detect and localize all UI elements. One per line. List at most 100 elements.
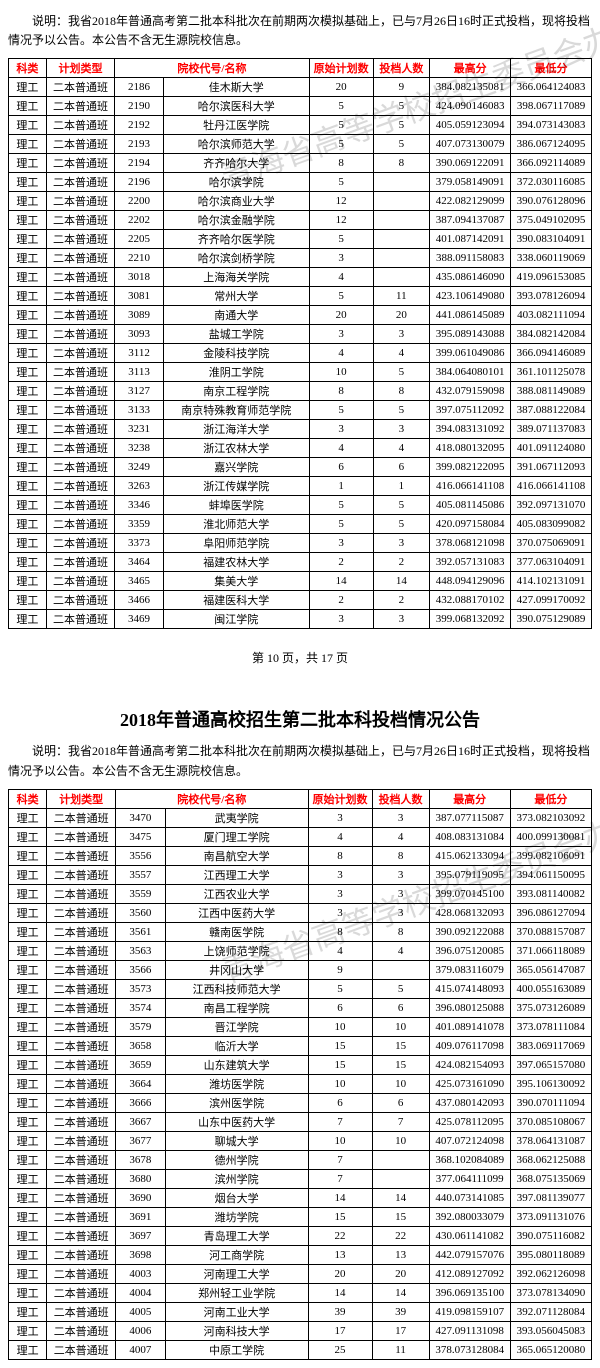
cell-plan: 二本普通班	[46, 420, 114, 439]
cell-plan: 二本普通班	[47, 941, 116, 960]
cell-subject: 理工	[9, 268, 47, 287]
cell-high: 368.102084089	[429, 1150, 510, 1169]
cell-code: 3664	[116, 1074, 166, 1093]
cell-subject: 理工	[9, 458, 47, 477]
table-row: 理工二本普通班2192牡丹江医学院55405.059123094394.0731…	[9, 116, 592, 135]
cell-orig: 8	[309, 382, 373, 401]
cell-code: 3691	[116, 1207, 166, 1226]
cell-plan: 二本普通班	[46, 344, 114, 363]
cell-high: 415.074148093	[429, 979, 510, 998]
cell-plan: 二本普通班	[46, 363, 114, 382]
cell-cast	[373, 211, 430, 230]
cell-subject: 理工	[9, 1264, 47, 1283]
table-row: 理工二本普通班3466福建医科大学22432.088170102427.0991…	[9, 591, 592, 610]
cell-high: 428.068132093	[429, 903, 510, 922]
cell-subject: 理工	[9, 998, 47, 1017]
cell-low: 392.097131070	[511, 496, 592, 515]
cell-high: 401.089141078	[429, 1017, 510, 1036]
cell-plan: 二本普通班	[46, 249, 114, 268]
cell-low: 386.067124095	[511, 135, 592, 154]
cell-subject: 理工	[9, 903, 47, 922]
cell-code: 2190	[115, 97, 164, 116]
cell-subject: 理工	[9, 382, 47, 401]
table-row: 理工二本普通班3579晋江学院1010401.089141078373.0781…	[9, 1017, 592, 1036]
cell-low: 388.081149089	[511, 382, 592, 401]
cell-cast: 3	[372, 884, 429, 903]
cell-code: 3127	[115, 382, 164, 401]
cell-low: 366.092114089	[511, 154, 592, 173]
cell-cast: 9	[373, 78, 430, 97]
cell-code: 3346	[115, 496, 164, 515]
cell-subject: 理工	[9, 249, 47, 268]
cell-orig: 4	[308, 827, 372, 846]
cell-cast: 11	[373, 287, 430, 306]
cell-low: 375.073126089	[510, 998, 591, 1017]
cell-low: 370.085108067	[510, 1112, 591, 1131]
cell-name: 南昌工程学院	[165, 998, 308, 1017]
cell-subject: 理工	[9, 173, 47, 192]
pager: 第 10 页，共 17 页	[8, 649, 592, 666]
table-row: 理工二本普通班4007中原工学院2511378.073128084365.065…	[9, 1340, 592, 1359]
cell-high: 441.086145089	[430, 306, 511, 325]
cell-high: 440.073141085	[429, 1188, 510, 1207]
header-row: 科类 计划类型 院校代号/名称 原始计划数 投档人数 最高分 最低分	[9, 59, 592, 78]
table-row: 理工二本普通班3373阜阳师范学院33378.068121098370.0750…	[9, 534, 592, 553]
th-subject: 科类	[9, 59, 47, 78]
table-row: 理工二本普通班4005河南工业大学3939419.098159107392.07…	[9, 1302, 592, 1321]
cell-plan: 二本普通班	[47, 1036, 116, 1055]
cell-high: 377.064111099	[429, 1169, 510, 1188]
cell-orig: 12	[309, 211, 373, 230]
cell-cast: 5	[373, 97, 430, 116]
cell-code: 2205	[115, 230, 164, 249]
cell-orig: 22	[308, 1226, 372, 1245]
cell-low: 390.076128096	[511, 192, 592, 211]
table-row: 理工二本普通班3018上海海关学院4435.086146090419.09615…	[9, 268, 592, 287]
cell-subject: 理工	[9, 553, 47, 572]
cell-name: 南昌航空大学	[165, 846, 308, 865]
cell-orig: 3	[308, 903, 372, 922]
cell-high: 394.083131092	[430, 420, 511, 439]
cell-low: 392.062126098	[510, 1264, 591, 1283]
cell-cast: 10	[372, 1017, 429, 1036]
page-title: 2018年普通高校招生第二批本科投档情况公告	[8, 706, 592, 732]
cell-orig: 3	[309, 534, 373, 553]
cell-plan: 二本普通班	[46, 382, 114, 401]
table-row: 理工二本普通班3469闽江学院33399.068132092390.075129…	[9, 610, 592, 629]
cell-subject: 理工	[9, 325, 47, 344]
cell-cast: 8	[372, 922, 429, 941]
cell-plan: 二本普通班	[46, 439, 114, 458]
cell-low: 370.088157087	[510, 922, 591, 941]
cell-subject: 理工	[9, 401, 47, 420]
cell-high: 379.058149091	[430, 173, 511, 192]
cell-orig: 4	[309, 268, 373, 287]
cell-cast: 5	[373, 515, 430, 534]
table-row: 理工二本普通班2193哈尔滨师范大学55407.073130079386.067…	[9, 135, 592, 154]
table-row: 理工二本普通班3470武夷学院33387.077115087373.082103…	[9, 808, 592, 827]
cell-orig: 4	[309, 344, 373, 363]
table-row: 理工二本普通班3559江西农业大学33399.070145100393.0811…	[9, 884, 592, 903]
table-row: 理工二本普通班4004郑州轻工业学院1414396.069135100373.0…	[9, 1283, 592, 1302]
cell-name: 山东中医药大学	[165, 1112, 308, 1131]
cell-orig: 10	[309, 363, 373, 382]
cell-subject: 理工	[9, 922, 47, 941]
cell-subject: 理工	[9, 865, 47, 884]
cell-code: 2200	[115, 192, 164, 211]
cell-orig: 5	[309, 287, 373, 306]
cell-plan: 二本普通班	[46, 287, 114, 306]
cell-orig: 9	[308, 960, 372, 979]
cell-name: 江西农业大学	[165, 884, 308, 903]
cell-name: 河南工业大学	[165, 1302, 308, 1321]
cell-plan: 二本普通班	[47, 922, 116, 941]
cell-high: 399.070145100	[429, 884, 510, 903]
cell-high: 405.059123094	[430, 116, 511, 135]
cell-cast	[373, 249, 430, 268]
cell-high: 424.090146083	[430, 97, 511, 116]
cell-code: 4007	[116, 1340, 166, 1359]
cell-high: 387.094137087	[430, 211, 511, 230]
cell-plan: 二本普通班	[46, 154, 114, 173]
cell-cast: 3	[372, 865, 429, 884]
cell-low: 419.096153085	[511, 268, 592, 287]
cell-code: 3561	[116, 922, 166, 941]
th-low: 最低分	[510, 789, 591, 808]
cell-plan: 二本普通班	[47, 1017, 116, 1036]
